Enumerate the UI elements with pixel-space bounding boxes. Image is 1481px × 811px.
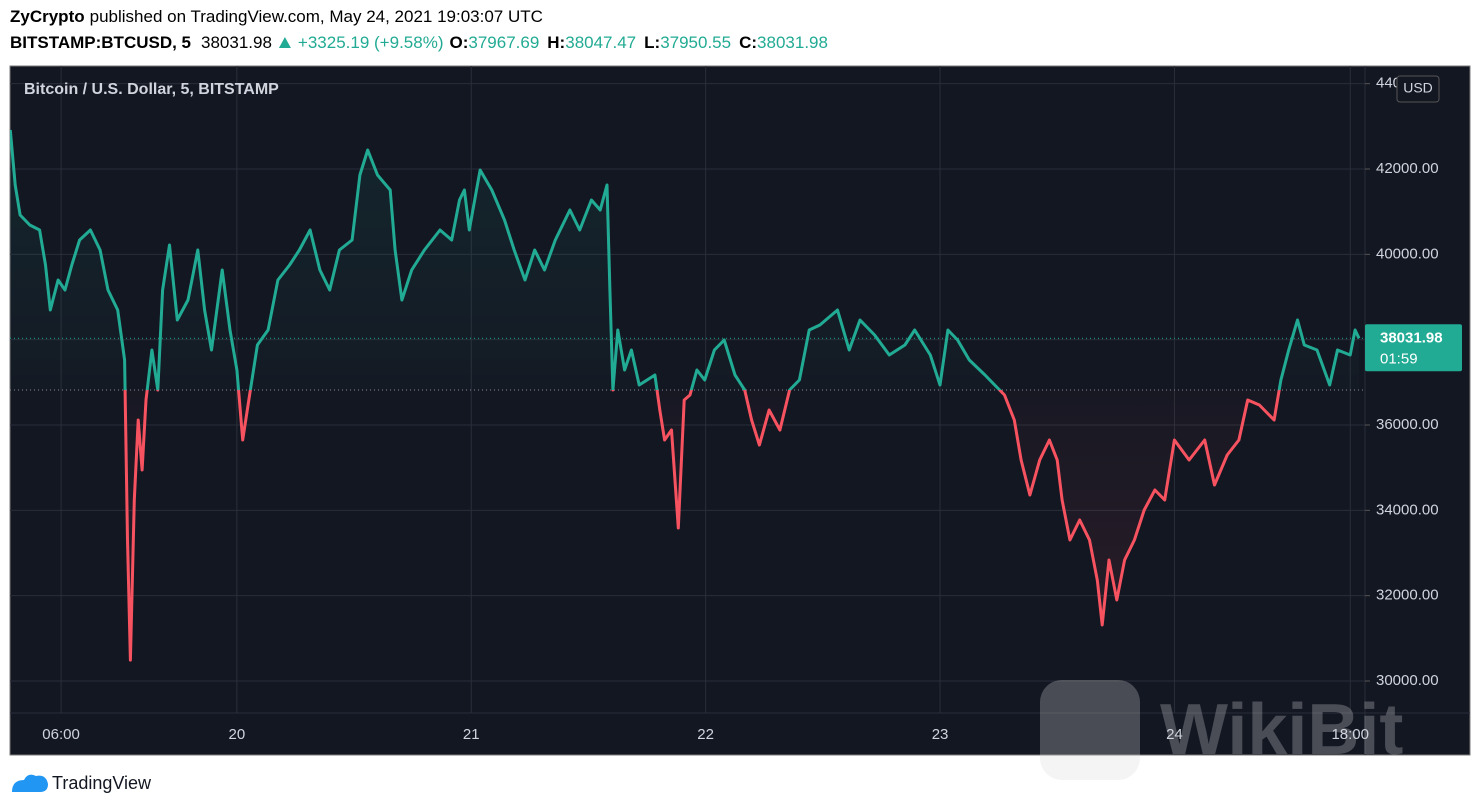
last-price-label: 38031.98 — [1380, 329, 1443, 346]
x-tick-label: 22 — [697, 726, 714, 743]
y-tick-label: 40000.00 — [1376, 245, 1439, 262]
y-tick-label: 36000.00 — [1376, 416, 1439, 433]
price-line — [10, 129, 1361, 662]
chart-title: Bitcoin / U.S. Dollar, 5, BITSTAMP — [24, 81, 279, 98]
ohlc-value: 37967.69 — [468, 33, 539, 52]
footer-icon — [12, 774, 48, 792]
change: +3325.19 (+9.58%) — [298, 33, 444, 52]
x-tick-label: 18:00 — [1331, 726, 1369, 743]
x-tick-label: 24 — [1166, 726, 1183, 743]
area — [10, 130, 1360, 661]
ohlc-value: 37950.55 — [660, 33, 731, 52]
x-tick-label: 21 — [463, 726, 480, 743]
watermark: WikiBit — [1040, 680, 1403, 780]
up-arrow — [278, 37, 291, 48]
author: ZyCrypto — [10, 7, 85, 26]
ohlc: O:37967.69 H:38047.47 L:37950.55 C:38031.98 — [449, 33, 827, 52]
currency-button[interactable] — [1396, 75, 1440, 103]
header-line-2: BITSTAMP:BTCUSD, 5 38031.98 +3325.19 (+9.5… — [10, 33, 828, 52]
y-tick-label: 42000.00 — [1376, 160, 1439, 177]
price: 38031.98 — [201, 33, 272, 52]
footer-text: TradingView — [52, 773, 152, 793]
x-tick-label: 23 — [932, 726, 949, 743]
currency-label: USD — [1403, 80, 1433, 96]
published: published on TradingView.com, May 24, 20… — [90, 7, 543, 26]
watermark-logo — [1040, 680, 1140, 780]
footer-logo — [12, 774, 48, 792]
y-tick-label: 30000.00 — [1376, 672, 1439, 689]
symbol: BITSTAMP:BTCUSD, 5 — [10, 33, 191, 52]
ohlc-label: H: — [547, 33, 565, 52]
last-price-box — [1365, 324, 1462, 372]
x-tick-label: 20 — [229, 726, 246, 743]
ohlc-value: 38031.98 — [757, 33, 828, 52]
y-tick-label: 32000.00 — [1376, 587, 1439, 604]
ohlc-label: L: — [644, 33, 660, 52]
ohlc-label: O: — [449, 33, 468, 52]
header-line-1: ZyCrypto published on TradingView.com, Ma… — [10, 7, 543, 26]
ohlc-label: C: — [739, 33, 757, 52]
countdown: 01:59 — [1380, 350, 1418, 367]
y-tick-label: 34000.00 — [1376, 501, 1439, 518]
watermark-text: WikiBit — [1160, 690, 1403, 770]
plot — [10, 129, 1365, 662]
ohlc-value: 38047.47 — [565, 33, 636, 52]
x-tick-label: 06:00 — [42, 726, 80, 743]
